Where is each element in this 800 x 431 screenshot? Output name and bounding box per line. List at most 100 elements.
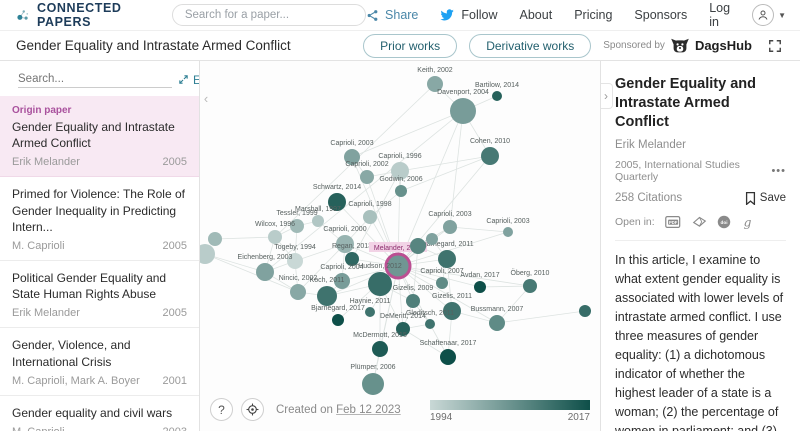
paper-item-authors: M. Caprioli — [12, 239, 65, 252]
account-menu[interactable]: ▼ — [752, 4, 786, 26]
sidebar-search-input[interactable] — [18, 71, 172, 88]
graph-node[interactable] — [406, 294, 420, 308]
graph-node[interactable] — [200, 244, 215, 264]
graph-node-label: Caprioli, 2000 — [323, 226, 366, 233]
graph-node[interactable] — [312, 215, 324, 227]
prior-works-button[interactable]: Prior works — [363, 33, 458, 58]
paper-list-item[interactable]: Gender equality and civil wars M. Capriol… — [0, 396, 199, 431]
save-button[interactable]: Save — [745, 191, 786, 205]
google-scholar-icon[interactable]: g — [741, 215, 754, 230]
graph-node[interactable] — [368, 272, 392, 296]
collapse-sidebar-handle[interactable]: ‹ — [203, 90, 209, 106]
nav-pricing[interactable]: Pricing — [574, 8, 613, 22]
graph-node[interactable] — [474, 281, 486, 293]
graph-node[interactable] — [426, 233, 438, 245]
graph-node[interactable] — [427, 76, 443, 92]
graph-node[interactable] — [362, 373, 384, 395]
fullscreen-button[interactable] — [764, 35, 786, 57]
pdf-icon[interactable]: PDF — [664, 215, 682, 229]
origin-paper-authors: Erik Melander — [12, 156, 80, 169]
graph-node[interactable] — [363, 210, 377, 224]
origin-paper-item[interactable]: Origin paper Gender Equality and Intrast… — [0, 96, 199, 178]
login-button[interactable]: Log in — [709, 1, 731, 29]
graph-node[interactable] — [208, 232, 222, 246]
sponsor-link[interactable]: Sponsored by DagsHub — [603, 38, 752, 54]
graph-node-label: Öberg, 2010 — [511, 269, 550, 277]
graph-node[interactable] — [481, 147, 499, 165]
twitter-follow-button[interactable]: Follow — [440, 8, 498, 22]
created-date[interactable]: Feb 12 2023 — [336, 403, 401, 416]
paper-details-panel: › Gender Equality and Intrastate Armed C… — [600, 61, 800, 431]
graph-node[interactable] — [317, 286, 337, 306]
sidebar-search-row: Expand — [0, 61, 199, 96]
graph-node[interactable] — [579, 305, 591, 317]
paper-list-item[interactable]: Political Gender Equality and State Huma… — [0, 261, 199, 329]
graph-canvas[interactable]: Keith, 2002 Davenport, 2004 Bartilow, 2014… — [200, 61, 600, 431]
nav-sponsors[interactable]: Sponsors — [634, 8, 688, 22]
graph-node[interactable] — [450, 98, 476, 124]
more-options-icon[interactable]: ••• — [771, 164, 786, 177]
graph-node[interactable] — [443, 220, 457, 234]
graph-node[interactable] — [268, 230, 282, 244]
graph-node[interactable] — [438, 250, 456, 268]
share-icon — [367, 9, 378, 21]
graph-node[interactable] — [489, 315, 505, 331]
titlebar-actions: Prior works Derivative works Sponsored b… — [363, 33, 786, 58]
doi-icon[interactable]: doi — [717, 215, 731, 229]
graph-node[interactable] — [256, 263, 274, 281]
graph-node[interactable] — [396, 322, 410, 336]
graph-node[interactable] — [344, 149, 360, 165]
paper-item-year: 2005 — [162, 239, 187, 252]
top-header: CONNECTED PAPERS Search for a paper... S… — [0, 0, 800, 31]
graph-node[interactable] — [360, 170, 374, 184]
graph-node-label: Eichenberg, 2003 — [238, 254, 293, 261]
nav-about[interactable]: About — [519, 8, 553, 22]
graph-node[interactable] — [328, 193, 346, 211]
origin-paper-title: Gender Equality and Intrastate Armed Con… — [12, 120, 175, 151]
origin-graph-node[interactable] — [384, 252, 412, 280]
graph-node[interactable] — [287, 253, 303, 269]
graph-node[interactable] — [410, 238, 426, 254]
recenter-button[interactable] — [241, 398, 264, 421]
graph-node-label: Plümper, 2006 — [350, 364, 395, 371]
page-title: Gender Equality and Intrastate Armed Con… — [16, 38, 291, 53]
legend-start-year: 1994 — [430, 412, 453, 423]
semantic-scholar-icon[interactable] — [692, 216, 707, 229]
graph-node[interactable] — [290, 219, 304, 233]
fullscreen-icon — [769, 39, 781, 52]
paper-list-item[interactable]: Primed for Violence: The Role of Gender … — [0, 177, 199, 261]
collapse-details-handle[interactable]: › — [601, 83, 613, 109]
graph-node-label: Caprioli, 1998 — [348, 201, 391, 208]
graph-node[interactable] — [503, 227, 513, 237]
graph-node[interactable] — [336, 235, 354, 253]
main-content: Expand Origin paper Gender Equality and … — [0, 61, 800, 431]
graph-node[interactable] — [436, 277, 448, 289]
graph-node[interactable] — [395, 185, 407, 197]
derivative-works-button[interactable]: Derivative works — [469, 33, 592, 58]
graph-node[interactable] — [440, 349, 456, 365]
graph-node[interactable] — [365, 307, 375, 317]
graph-node[interactable] — [391, 162, 409, 180]
graph-node[interactable] — [372, 341, 388, 357]
paper-search-input[interactable]: Search for a paper... — [171, 4, 367, 26]
graph-node-label: Wilcox, 1996 — [255, 221, 295, 228]
graph-node[interactable] — [425, 319, 435, 329]
brand-logo[interactable]: CONNECTED PAPERS — [16, 1, 148, 29]
expand-sidebar-button[interactable]: Expand — [178, 73, 199, 87]
graph-node[interactable] — [334, 273, 350, 289]
graph-node-label: Caprioli, 2007 — [420, 268, 463, 275]
graph-node-label: Gleditsch, 2011 — [406, 310, 454, 317]
paper-list-item[interactable]: Gender, Violence, and International Cris… — [0, 328, 199, 396]
year-color-legend: 1994 2017 — [430, 400, 590, 423]
paper-search-placeholder: Search for a paper... — [184, 9, 290, 21]
graph-node[interactable] — [492, 91, 502, 101]
help-button[interactable]: ? — [210, 398, 233, 421]
graph-node[interactable] — [332, 314, 344, 326]
share-button[interactable]: Share — [366, 8, 418, 22]
details-authors: Erik Melander — [615, 138, 686, 151]
graph-node[interactable] — [345, 252, 359, 266]
graph-node[interactable] — [290, 284, 306, 300]
graph-node[interactable] — [443, 302, 461, 320]
graph-node[interactable] — [523, 279, 537, 293]
